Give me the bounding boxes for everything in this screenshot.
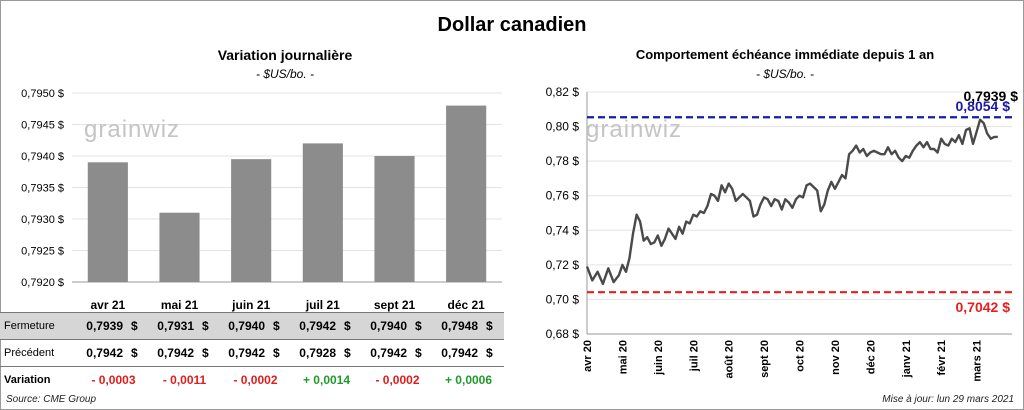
currency-cell: $ [340, 312, 362, 340]
bar [374, 156, 415, 282]
watermark-left: grainwiz [84, 116, 181, 143]
y-tick-label: 0,80 $ [546, 120, 580, 134]
variation-cell: + 0,0014 [302, 373, 351, 387]
row-label-previous: Précédent [0, 339, 78, 367]
y-tick-label: 0,7920 $ [21, 277, 64, 289]
table-cell: 0,7942 [78, 339, 127, 367]
bar [159, 212, 200, 282]
high-reference-label: 0,8054 $ [956, 98, 1011, 114]
update-note: Mise à jour: lun 29 mars 2021 [882, 394, 1014, 405]
row-label-close: Fermeture [0, 312, 78, 340]
x-tick-label: déc 21 [447, 298, 485, 312]
y-tick-label: 0,78 $ [546, 154, 580, 168]
right-panel-title: Comportement échéance immédiate depuis 1… [635, 47, 935, 62]
table-cell: 0,7931 [149, 312, 198, 340]
bar [231, 159, 272, 282]
y-tick-label: 0,7940 $ [21, 151, 64, 163]
y-tick-label: 0,7930 $ [21, 214, 64, 226]
variation-cell: + 0,0006 [444, 373, 493, 387]
y-tick-label: 0,7935 $ [21, 183, 64, 195]
table-cell: 0,7942 [291, 312, 340, 340]
currency-cell: $ [269, 312, 291, 340]
x-tick-label: sept 20 [759, 340, 771, 378]
y-tick-label: 0,68 $ [546, 327, 580, 341]
table-cell: 0,7942 [433, 339, 482, 367]
y-tick-label: 0,70 $ [546, 292, 580, 306]
bar [87, 162, 128, 282]
currency-cell: $ [127, 339, 149, 367]
bar [302, 143, 343, 282]
currency-cell: $ [482, 312, 504, 340]
source-note: Source: CME Group [6, 394, 97, 405]
variation-cell: - 0,0002 [375, 373, 420, 387]
x-tick-label: janv 21 [901, 340, 913, 378]
variation-cell: - 0,0002 [233, 373, 278, 387]
table-row-close: Fermeture 0,7939 $ 0,7931 $ 0,7940 $ 0,7942… [0, 312, 504, 340]
currency-cell: $ [411, 339, 433, 367]
currency-cell: $ [127, 312, 149, 340]
currency-cell: $ [411, 312, 433, 340]
x-tick-label: août 20 [724, 340, 736, 379]
table-cell: 0,7942 [149, 339, 198, 367]
main-title: Dollar canadien [437, 14, 587, 36]
last-value-label: 0,7939 $ [964, 88, 1019, 104]
x-tick-label: juin 21 [231, 298, 270, 312]
x-tick-label: nov 20 [830, 340, 842, 375]
x-tick-label: juil 21 [305, 298, 340, 312]
left-panel-unit: - $US/bo. - [255, 67, 315, 81]
y-tick-label: 0,74 $ [546, 223, 580, 237]
currency-cell: $ [198, 312, 220, 340]
table-cell: 0,7939 [78, 312, 127, 340]
variation-cell: - 0,0003 [91, 373, 136, 387]
table-row-previous: Précédent 0,7942 $ 0,7942 $ 0,7942 $ 0,7928… [0, 339, 504, 367]
table-cell: 0,7948 [433, 312, 482, 340]
bar [446, 105, 487, 282]
y-tick-label: 0,7925 $ [21, 246, 64, 258]
values-table: Fermeture 0,7939 $ 0,7931 $ 0,7940 $ 0,7942… [0, 312, 504, 393]
y-tick-label: 0,82 $ [546, 85, 580, 99]
table-cell: 0,7940 [362, 312, 411, 340]
x-tick-label: sept 21 [374, 298, 416, 312]
variation-cell: - 0,0011 [162, 373, 207, 387]
x-tick-label: avr 21 [90, 298, 125, 312]
left-panel-title: Variation journalière [217, 47, 353, 63]
currency-cell: $ [482, 339, 504, 367]
table-row-variation: Variation - 0,0003 - 0,0011 - 0,0002 + 0… [0, 367, 504, 394]
table-cell: 0,7942 [362, 339, 411, 367]
low-reference-label: 0,7042 $ [956, 299, 1011, 315]
x-tick-label: mai 20 [617, 340, 629, 374]
currency-cell: $ [340, 339, 362, 367]
y-tick-label: 0,76 $ [546, 189, 580, 203]
x-tick-label: juil 20 [688, 340, 700, 372]
x-tick-label: avr 20 [582, 340, 594, 372]
row-label-variation: Variation [4, 374, 51, 386]
x-tick-label: mars 21 [972, 340, 984, 382]
x-tick-label: oct 20 [795, 340, 807, 372]
currency-cell: $ [198, 339, 220, 367]
bar-chart: 0,7920 $ 0,7925 $ 0,7930 $ 0,7935 $ 0,7940 $… [21, 88, 502, 312]
x-tick-label: mai 21 [161, 298, 199, 312]
y-tick-label: 0,72 $ [546, 258, 580, 272]
watermark-right: grainwiz [586, 116, 683, 143]
currency-cell: $ [269, 339, 291, 367]
line-chart: 0,68 $ 0,70 $ 0,72 $ 0,74 $ 0,76 $ 0,78 $ 0,80… [546, 85, 1019, 382]
right-panel-unit: - $US/bo. - [755, 67, 815, 81]
table-cell: 0,7942 [220, 339, 269, 367]
x-tick-label: févr 21 [936, 340, 948, 375]
y-tick-label: 0,7950 $ [21, 88, 64, 100]
price-line [585, 118, 998, 286]
x-tick-label: juin 20 [653, 340, 665, 376]
y-tick-label: 0,7945 $ [21, 120, 64, 132]
x-tick-label: déc 20 [865, 340, 877, 374]
table-cell: 0,7940 [220, 312, 269, 340]
table-cell: 0,7928 [291, 339, 340, 367]
